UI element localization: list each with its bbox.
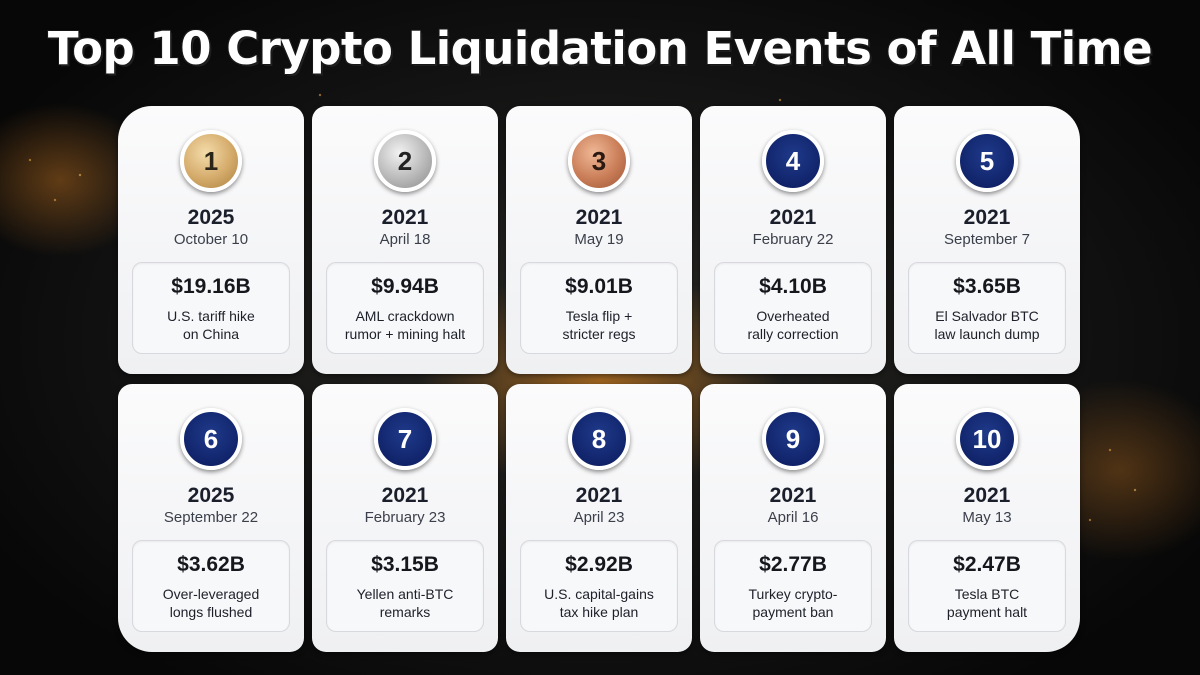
event-reason: U.S. tariff hike on China [167,308,255,342]
liquidation-amount: $2.47B [953,553,1021,576]
rank-medal: 7 [374,408,436,470]
event-details-box: $19.16B U.S. tariff hike on China [132,262,290,354]
event-card-2: 2 2021 April 18 $9.94B AML crackdown rum… [312,106,498,374]
liquidation-amount: $3.65B [953,275,1021,298]
event-year: 2025 [187,206,235,229]
event-details-box: $3.62B Over-leveraged longs flushed [132,540,290,632]
event-details-box: $2.77B Turkey crypto- payment ban [714,540,872,632]
event-year: 2021 [963,206,1011,229]
event-reason: Overheated rally correction [747,308,839,342]
event-card-10: 10 2021 May 13 $2.47B Tesla BTC payment … [894,384,1080,652]
event-card-3: 3 2021 May 19 $9.01B Tesla flip + strict… [506,106,692,374]
event-details-box: $3.15B Yellen anti-BTC remarks [326,540,484,632]
event-reason: U.S. capital-gains tax hike plan [544,586,654,620]
event-date: February 22 [752,231,834,248]
event-card-4: 4 2021 February 22 $4.10B Overheated ral… [700,106,886,374]
event-year: 2021 [381,206,429,229]
event-year: 2021 [769,484,817,507]
event-reason: AML crackdown rumor + mining halt [344,308,466,342]
event-date: May 13 [962,509,1012,526]
event-reason: Turkey crypto- payment ban [748,586,838,620]
rank-medal-gold: 1 [180,130,242,192]
event-year: 2021 [769,206,817,229]
event-year: 2021 [963,484,1011,507]
event-reason: Tesla BTC payment halt [946,586,1028,620]
event-details-box: $9.94B AML crackdown rumor + mining halt [326,262,484,354]
liquidation-amount: $9.01B [565,275,633,298]
liquidation-amount: $2.77B [759,553,827,576]
rank-medal: 10 [956,408,1018,470]
event-reason: El Salvador BTC law launch dump [934,308,1040,342]
liquidation-amount: $19.16B [171,275,251,298]
liquidation-amount: $2.92B [565,553,633,576]
rank-medal: 9 [762,408,824,470]
event-date: September 7 [944,231,1030,248]
event-reason: Yellen anti-BTC remarks [356,586,454,620]
events-grid: 1 2025 October 10 $19.16B U.S. tariff hi… [118,106,1082,652]
event-card-5: 5 2021 September 7 $3.65B El Salvador BT… [894,106,1080,374]
rank-medal: 8 [568,408,630,470]
event-card-1: 1 2025 October 10 $19.16B U.S. tariff hi… [118,106,304,374]
event-date: May 19 [574,231,624,248]
rank-medal-silver: 2 [374,130,436,192]
liquidation-amount: $9.94B [371,275,439,298]
event-date: April 18 [379,231,431,248]
event-year: 2021 [575,206,623,229]
page-title: Top 10 Crypto Liquidation Events of All … [47,22,1153,75]
rank-medal-bronze: 3 [568,130,630,192]
liquidation-amount: $3.62B [177,553,245,576]
event-date: April 16 [767,509,819,526]
event-year: 2025 [187,484,235,507]
event-details-box: $9.01B Tesla flip + stricter regs [520,262,678,354]
event-date: October 10 [173,231,249,248]
event-reason: Over-leveraged longs flushed [162,586,260,620]
liquidation-amount: $4.10B [759,275,827,298]
rank-medal: 6 [180,408,242,470]
event-card-8: 8 2021 April 23 $2.92B U.S. capital-gain… [506,384,692,652]
event-reason: Tesla flip + stricter regs [562,308,636,342]
rank-medal: 4 [762,130,824,192]
rank-medal: 5 [956,130,1018,192]
event-date: September 22 [163,509,259,526]
event-card-9: 9 2021 April 16 $2.77B Turkey crypto- pa… [700,384,886,652]
liquidation-amount: $3.15B [371,553,439,576]
event-details-box: $2.92B U.S. capital-gains tax hike plan [520,540,678,632]
event-card-7: 7 2021 February 23 $3.15B Yellen anti-BT… [312,384,498,652]
event-year: 2021 [381,484,429,507]
event-details-box: $2.47B Tesla BTC payment halt [908,540,1066,632]
event-date: February 23 [364,509,446,526]
event-year: 2021 [575,484,623,507]
event-details-box: $4.10B Overheated rally correction [714,262,872,354]
event-date: April 23 [573,509,625,526]
event-card-6: 6 2025 September 22 $3.62B Over-leverage… [118,384,304,652]
event-details-box: $3.65B El Salvador BTC law launch dump [908,262,1066,354]
